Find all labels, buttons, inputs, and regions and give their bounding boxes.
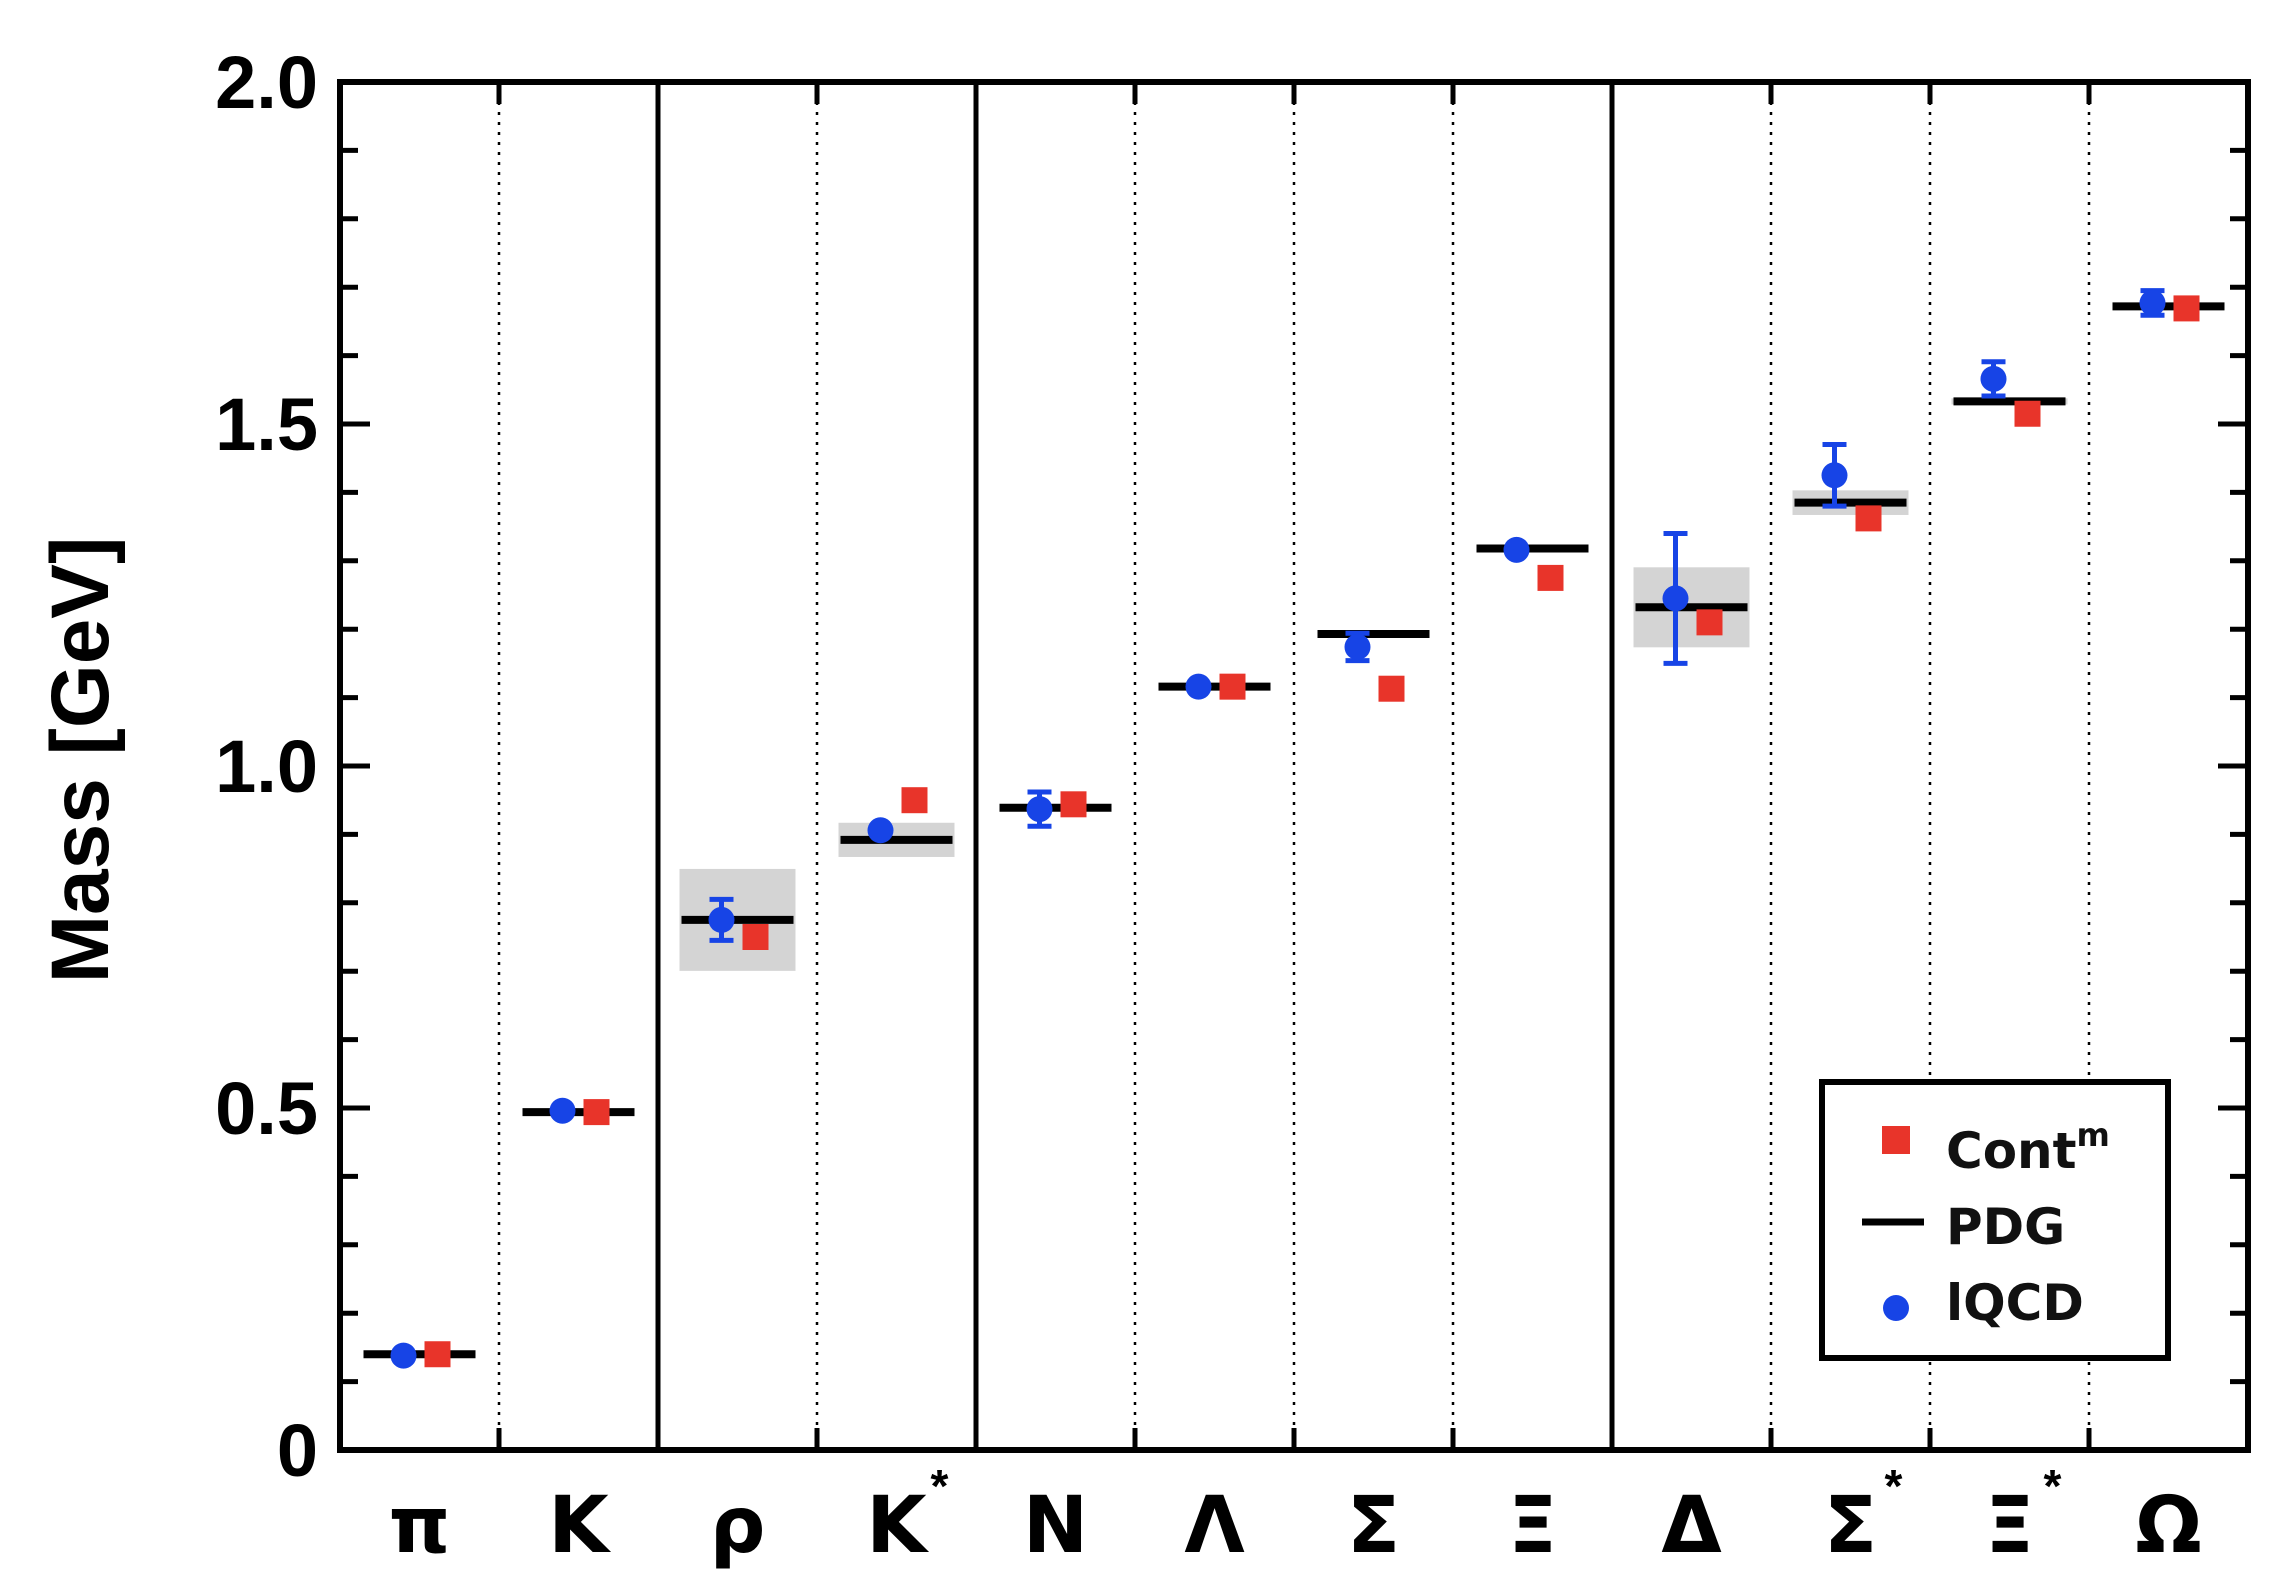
lqcd-point-0: [390, 1342, 417, 1369]
x-label-6: Σ: [1347, 1481, 1400, 1571]
legend-label-superscript: m: [2077, 1116, 2110, 1154]
legend-marker-square: [1882, 1126, 1910, 1154]
x-label-star-9: *: [1885, 1460, 1903, 1512]
cont-point-0: [424, 1341, 451, 1368]
cont-point-2: [742, 924, 769, 950]
legend-label-0: Contm: [1946, 1116, 2110, 1180]
lqcd-point-2: [708, 906, 735, 933]
pdg-width-bands: [679, 398, 2068, 971]
y-tick-label-2: 1.0: [215, 725, 318, 808]
x-label-10: Ξ: [1985, 1481, 2034, 1571]
cont-point-5: [1219, 673, 1246, 700]
cont-point-9: [1855, 505, 1882, 532]
cont-series: [424, 295, 2200, 1368]
lqcd-point-8: [1662, 585, 1689, 612]
lqcd-point-9: [1821, 462, 1848, 489]
cont-point-11: [2173, 295, 2200, 322]
pdg-series: [363, 302, 2225, 1359]
lqcd-point-5: [1185, 673, 1212, 700]
y-tick-label-4: 2.0: [215, 41, 318, 124]
x-label-0: π: [389, 1481, 451, 1571]
legend-label-1: PDG: [1946, 1198, 2065, 1256]
legend: Contm PDG lQCD: [1819, 1079, 2171, 1361]
cont-point-3: [901, 787, 928, 814]
y-axis-title: Mass [GeV]: [35, 537, 126, 984]
lqcd-point-6: [1344, 633, 1371, 660]
lqcd-point-11: [2139, 289, 2166, 316]
x-label-11: Ω: [2135, 1481, 2201, 1571]
y-tick-label-3: 1.5: [215, 383, 318, 466]
x-label-7: Ξ: [1508, 1481, 1557, 1571]
lqcd-point-1: [549, 1097, 576, 1124]
lqcd-point-7: [1503, 536, 1530, 563]
y-tick-label-1: 0.5: [215, 1067, 318, 1150]
x-label-9: Σ: [1824, 1481, 1877, 1571]
cont-point-10: [2014, 400, 2041, 427]
x-label-1: K: [548, 1481, 611, 1571]
legend-label-2: lQCD: [1946, 1274, 2084, 1332]
lqcd-point-10: [1980, 365, 2007, 392]
cont-point-4: [1060, 791, 1087, 818]
lqcd-point-3: [867, 817, 894, 844]
x-label-8: Δ: [1661, 1481, 1721, 1571]
cont-point-7: [1537, 564, 1564, 591]
y-axis: 0 0.5 1.0 1.5 2.0: [215, 41, 2248, 1492]
x-label-3: K: [866, 1481, 929, 1571]
x-label-star-3: *: [931, 1460, 949, 1512]
lqcd-point-4: [1026, 796, 1053, 823]
x-label-star-10: *: [2044, 1460, 2062, 1512]
cont-point-1: [583, 1099, 610, 1126]
cont-point-6: [1378, 675, 1405, 702]
lqcd-series: [390, 289, 2166, 1369]
y-tick-label-0: 0: [277, 1409, 318, 1492]
x-label-5: Λ: [1184, 1481, 1244, 1571]
x-label-4: N: [1023, 1481, 1088, 1571]
cont-point-8: [1696, 609, 1723, 636]
x-label-2: ρ: [710, 1481, 766, 1571]
legend-marker-circle: [1883, 1295, 1909, 1321]
